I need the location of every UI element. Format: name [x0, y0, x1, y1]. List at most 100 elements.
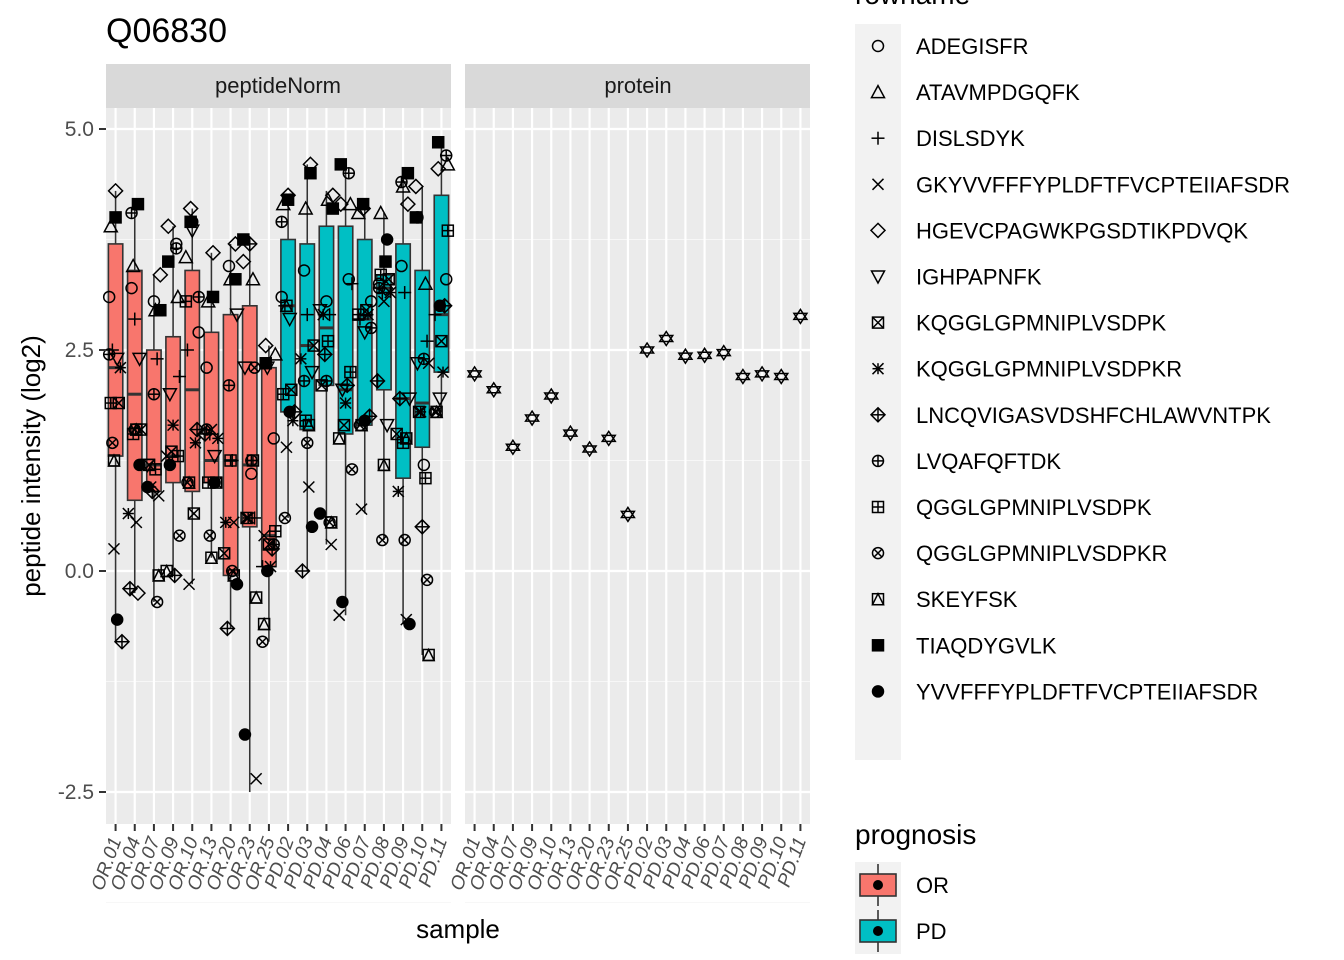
point-PD.11-TIAQDYGVLK: [431, 136, 445, 149]
point-PD.03-IGHPAPNFK: [304, 365, 320, 381]
point-OR.13-HGEVCPAGWKPGSDTIKPDVQK: [204, 244, 222, 261]
legend-key-LNCQVIGASVDSHFCHLAWVNTPK: [869, 406, 887, 423]
point-OR.25-SKEYFSK: [257, 616, 271, 631]
point-PD.09-QGGLGPMNIPLVSDPKR: [398, 533, 411, 547]
point-PD.03-KQGGLGPMNIPLVSDPKR: [294, 352, 307, 365]
legend-prognosis-title: prognosis: [855, 819, 976, 850]
legend-key-ADEGISFR: [871, 39, 885, 53]
legend-key-TIAQDYGVLK: [871, 639, 885, 652]
point-OR.23-YVVFFFYPLDFTFVCPTEIIAFSDR: [238, 728, 252, 741]
legend-label-QGGLGPMNIPLVSDPK: QGGLGPMNIPLVSDPK: [916, 495, 1152, 520]
protein-point-OR.09: [524, 409, 540, 427]
point-PD.10-GKYVVFFFYPLDFTFVCPTEIIAFSDR: [422, 357, 435, 370]
point-OR.04-KQGGLGPMNIPLVSDPKR: [122, 507, 135, 520]
point-PD.11-SKEYFSK: [429, 404, 444, 419]
point-OR.09-KQGGLGPMNIPLVSDPK: [165, 445, 178, 458]
legend-label-LNCQVIGASVDSHFCHLAWVNTPK: LNCQVIGASVDSHFCHLAWVNTPK: [916, 403, 1271, 428]
point-PD.11-LVQAFQFTDK: [439, 149, 453, 162]
point-PD.11-KQGGLGPMNIPLVSDPK: [435, 334, 448, 348]
panel-protein: [465, 108, 810, 824]
point-OR.09-HGEVCPAGWKPGSDTIKPDVQK: [160, 218, 177, 235]
point-PD.06-HGEVCPAGWKPGSDTIKPDVQK: [332, 196, 349, 213]
point-OR.23-ADEGISFR: [245, 467, 258, 481]
point-OR.20-LVQAFQFTDK: [222, 379, 236, 392]
protein-point-OR.23: [600, 430, 617, 447]
point-OR.25-ATAVMPDGQFK: [267, 346, 284, 361]
point-PD.04-ADEGISFR: [320, 295, 333, 308]
point-PD.06-KQGGLGPMNIPLVSDPK: [337, 418, 351, 432]
point-OR.10-GKYVVFFFYPLDFTFVCPTEIIAFSDR: [183, 578, 196, 591]
point-PD.04-LNCQVIGASVDSHFCHLAWVNTPK: [316, 346, 333, 363]
legend-rowname-title: rowname: [855, 0, 970, 10]
point-PD.06-KQGGLGPMNIPLVSDPKR: [339, 397, 352, 410]
boxplot-PD.07: [356, 204, 373, 514]
point-PD.06-DISLSDYK: [345, 277, 359, 291]
point-PD.02-LVQAFQFTDK: [275, 215, 288, 229]
point-PD.09-TIAQDYGVLK: [401, 166, 415, 180]
point-PD.03-ADEGISFR: [297, 264, 311, 277]
point-PD.06-QGGLGPMNIPLVSDPKR: [345, 463, 359, 476]
legend-label-QGGLGPMNIPLVSDPKR: QGGLGPMNIPLVSDPKR: [916, 541, 1167, 566]
point-OR.07-LVQAFQFTDK: [147, 387, 161, 401]
point-OR.01-HGEVCPAGWKPGSDTIKPDVQK: [107, 182, 124, 199]
point-PD.07-TIAQDYGVLK: [356, 197, 370, 211]
protein-point-OR.13: [562, 424, 579, 442]
legend-key-point: [873, 880, 883, 890]
point-PD.07-YVVFFFYPLDFTFVCPTEIIAFSDR: [358, 414, 371, 427]
point-PD.03-DISLSDYK: [300, 308, 314, 322]
point-PD.09-HGEVCPAGWKPGSDTIKPDVQK: [399, 196, 416, 213]
legend-key-GKYVVFFFYPLDFTFVCPTEIIAFSDR: [871, 178, 885, 191]
point-OR.01-QGGLGPMNIPLVSDPKR: [106, 436, 119, 450]
point-PD.02-TIAQDYGVLK: [281, 193, 295, 206]
y-tick-label: -2.5: [58, 781, 94, 804]
point-PD.06-ADEGISFR: [342, 273, 356, 286]
point-PD.04-KQGGLGPMNIPLVSDPKR: [317, 308, 330, 321]
point-OR.13-TIAQDYGVLK: [206, 290, 220, 304]
point-OR.09-SKEYFSK: [159, 563, 174, 578]
point-PD.02-QGGLGPMNIPLVSDPK: [277, 387, 290, 401]
point-PD.11-QGGLGPMNIPLVSDPK: [441, 224, 455, 237]
point-OR.13-QGGLGPMNIPLVSDPKR: [203, 529, 217, 542]
y-axis: 5.0 2.5 0.0 -2.5: [58, 118, 106, 804]
y-tick-label: 5.0: [65, 118, 94, 141]
point-OR.09-LVQAFQFTDK: [170, 242, 183, 255]
point-PD.04-QGGLGPMNIPLVSDPK: [321, 334, 335, 348]
legend-key-QGGLGPMNIPLVSDPKR: [871, 546, 885, 560]
point-PD.04-GKYVVFFFYPLDFTFVCPTEIIAFSDR: [325, 538, 338, 551]
point-PD.08-IGHPAPNFK: [379, 418, 395, 434]
point-OR.01-IGHPAPNFK: [109, 352, 125, 367]
point-PD.03-LNCQVIGASVDSHFCHLAWVNTPK: [294, 562, 311, 580]
point-PD.11-DISLSDYK: [428, 308, 442, 322]
point-PD.10-QGGLGPMNIPLVSDPK: [419, 471, 432, 485]
point-OR.07-TIAQDYGVLK: [154, 303, 167, 317]
point-OR.25-YVVFFFYPLDFTFVCPTEIIAFSDR: [261, 564, 274, 578]
point-OR.04-DISLSDYK: [128, 312, 142, 326]
point-OR.04-SKEYFSK: [129, 422, 144, 436]
point-PD.03-GKYVVFFFYPLDFTFVCPTEIIAFSDR: [302, 480, 315, 494]
point-OR.13-ADEGISFR: [200, 361, 213, 374]
point-OR.25-ADEGISFR: [267, 432, 280, 445]
legend-label-ATAVMPDGQFK: ATAVMPDGQFK: [916, 80, 1080, 105]
box: [126, 269, 143, 502]
legend-key-HGEVCPAGWKPGSDTIKPDVQK: [869, 222, 887, 239]
legend-key-IGHPAPNFK: [870, 270, 886, 285]
box: [356, 238, 373, 426]
point-OR.13-LVQAFQFTDK: [200, 423, 213, 436]
legend-label-HGEVCPAGWKPGSDTIKPDVQK: HGEVCPAGWKPGSDTIKPDVQK: [916, 218, 1248, 243]
y-tick-label: 2.5: [65, 339, 94, 362]
protein-point-OR.20: [581, 440, 598, 458]
point-OR.10-HGEVCPAGWKPGSDTIKPDVQK: [182, 200, 199, 217]
protein-point-PD.04: [677, 347, 694, 365]
box: [184, 269, 201, 493]
legend-label-ADEGISFR: ADEGISFR: [916, 34, 1028, 59]
point-PD.04-YVVFFFYPLDFTFVCPTEIIAFSDR: [313, 507, 327, 520]
point-OR.04-ATAVMPDGQFK: [125, 257, 141, 273]
point-PD.06-QGGLGPMNIPLVSDPK: [344, 365, 357, 379]
point-PD.10-QGGLGPMNIPLVSDPKR: [420, 573, 434, 587]
point-OR.04-TIAQDYGVLK: [131, 197, 145, 211]
point-OR.07-QGGLGPMNIPLVSDPK: [149, 463, 162, 476]
point-OR.01-KQGGLGPMNIPLVSDPKR: [114, 361, 127, 374]
point-PD.02-IGHPAPNFK: [281, 312, 298, 328]
point-OR.01-QGGLGPMNIPLVSDPK: [104, 396, 118, 410]
